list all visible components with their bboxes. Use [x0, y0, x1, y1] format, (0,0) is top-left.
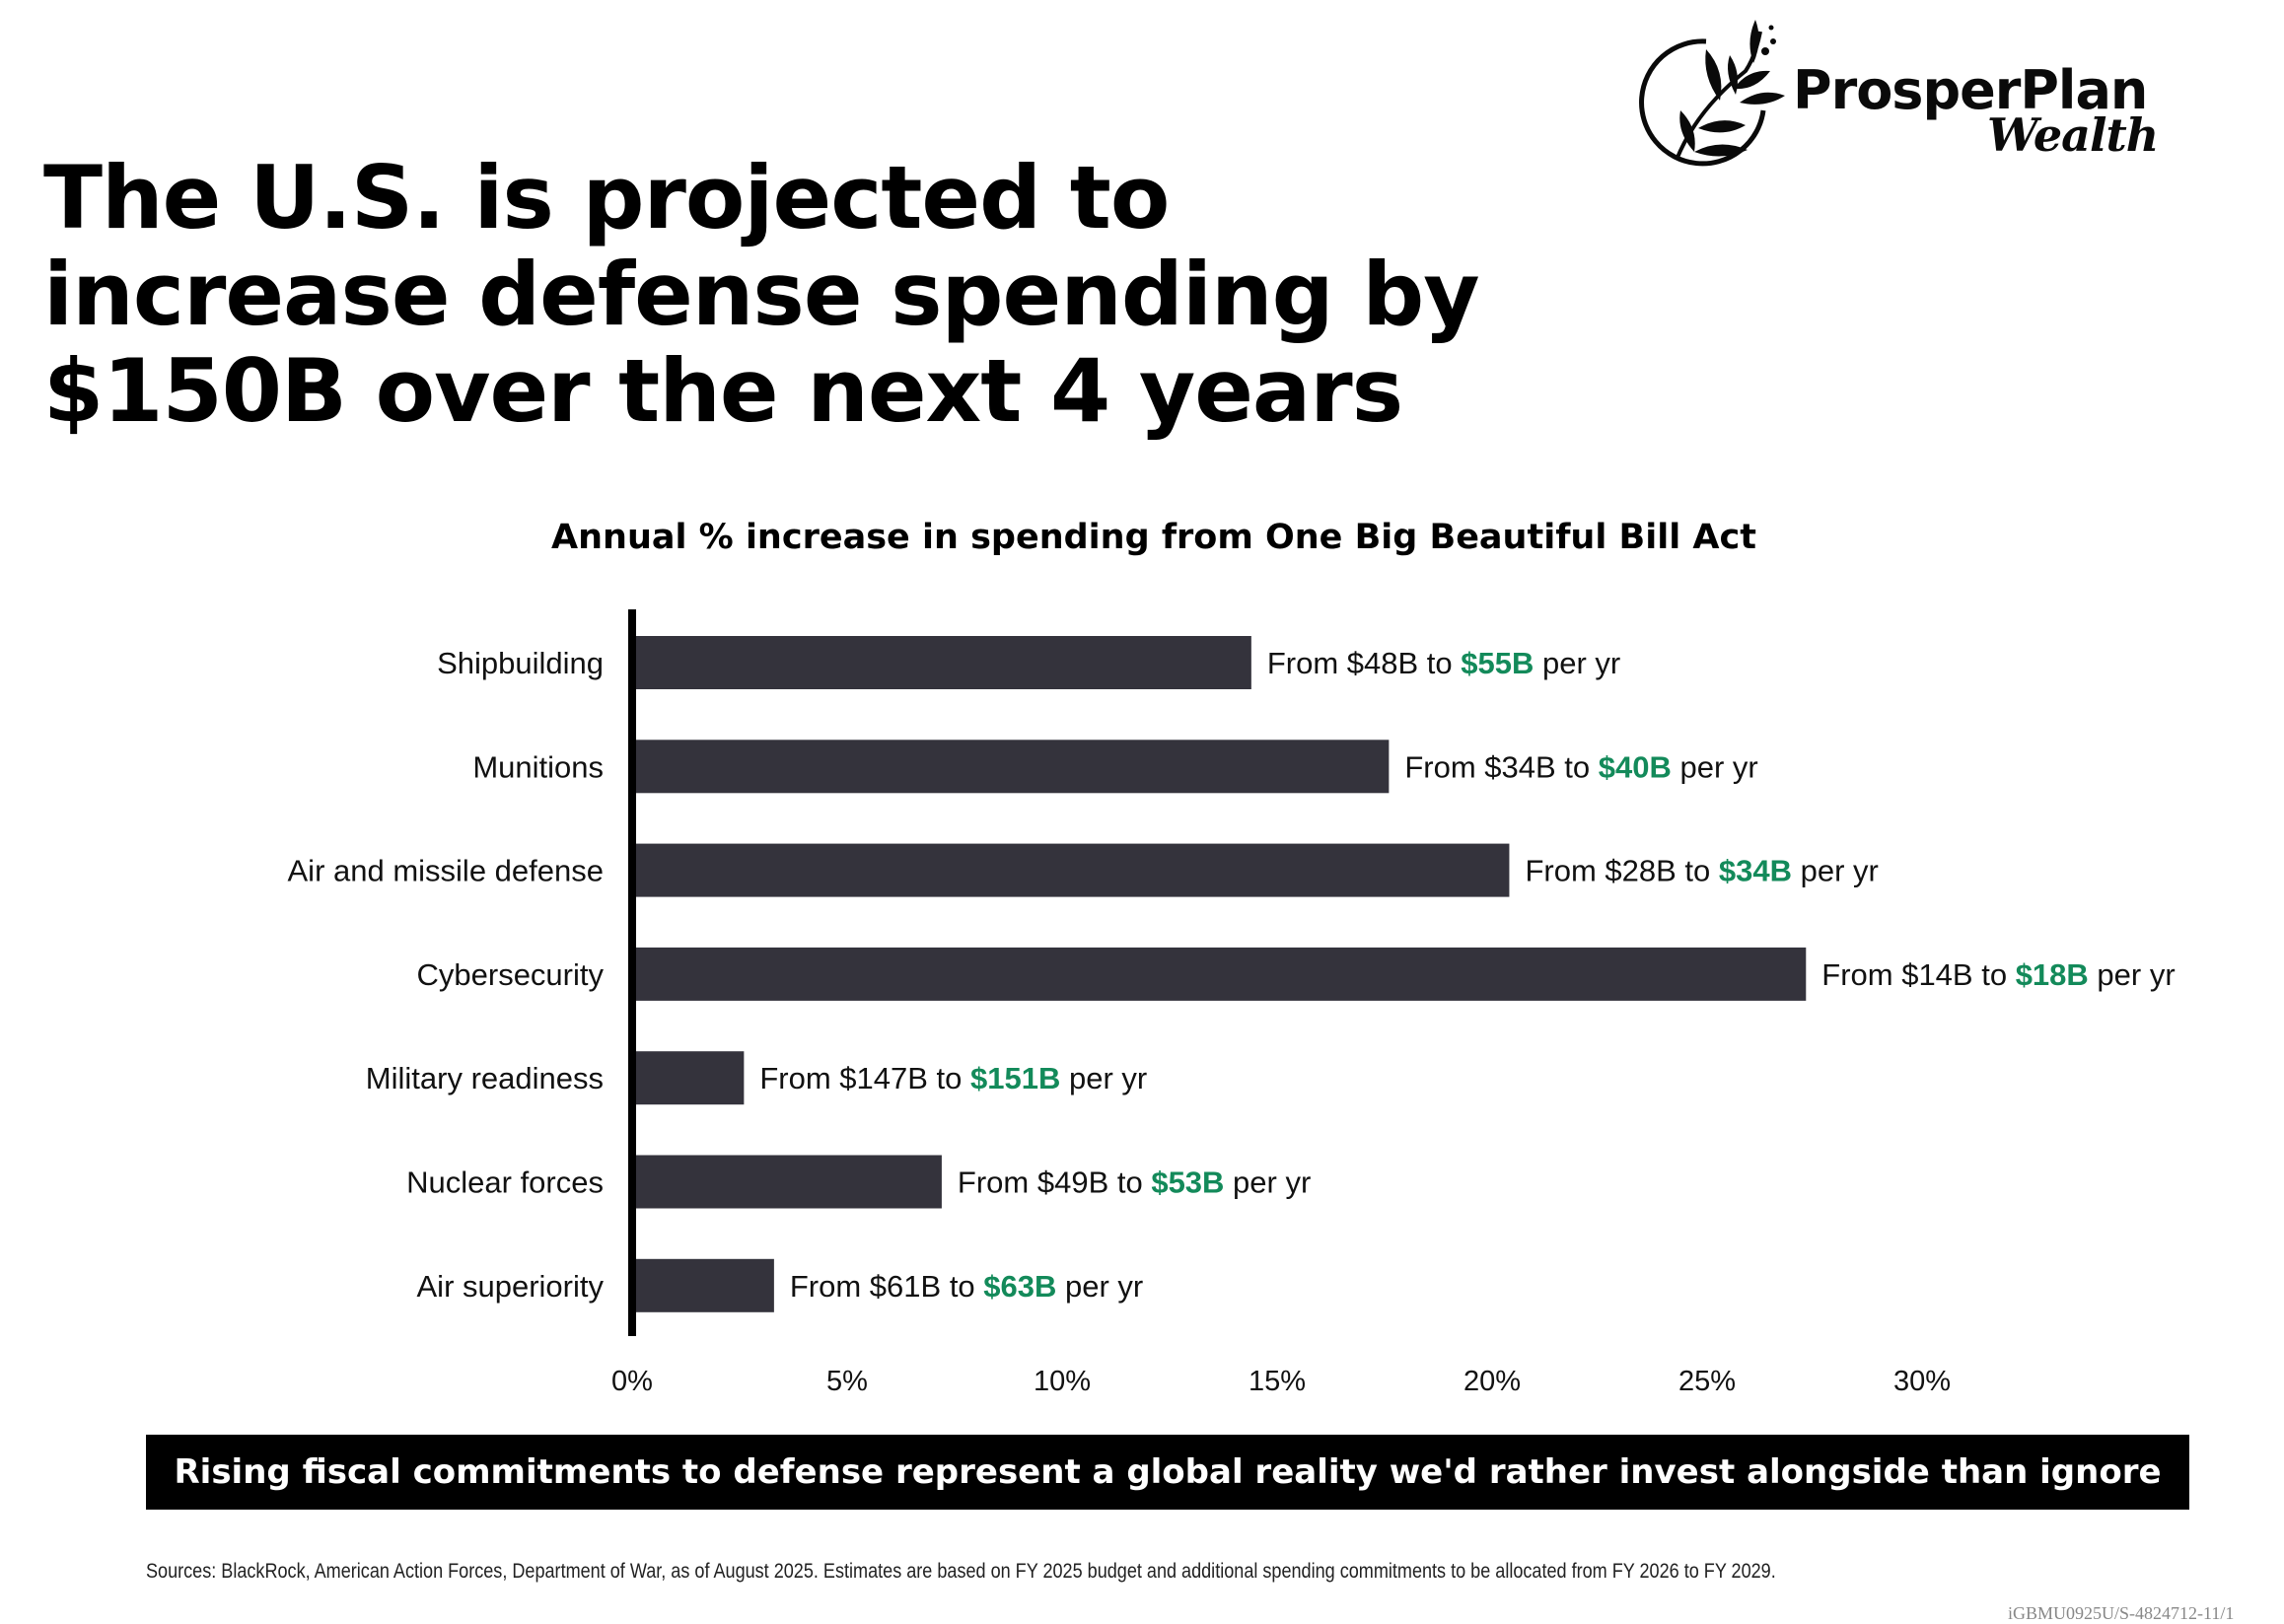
annotation-suffix: per yr	[2089, 957, 2176, 992]
logo-subtitle: Wealth	[1987, 108, 2159, 162]
annotation-suffix: per yr	[1056, 1269, 1143, 1304]
annotation-prefix: From $49B to	[958, 1165, 1151, 1200]
x-tick-label: 20%	[1463, 1366, 1521, 1397]
x-tick-label: 0%	[611, 1366, 653, 1397]
takeaway-banner: Rising fiscal commitments to defense rep…	[146, 1435, 2189, 1510]
sources-footnote: Sources: BlackRock, American Action Forc…	[146, 1560, 1776, 1583]
annotation-prefix: From $48B to	[1267, 646, 1461, 680]
bar-annotation: From $147B to $151B per yr	[759, 1061, 1147, 1095]
annotation-prefix: From $28B to	[1525, 854, 1718, 888]
bar-annotation: From $14B to $18B per yr	[1821, 957, 2175, 992]
annotation-highlight: $55B	[1461, 646, 1534, 680]
annotation-highlight: $18B	[2016, 957, 2089, 992]
x-tick-label: 5%	[826, 1366, 868, 1397]
bar-annotation: From $49B to $53B per yr	[958, 1165, 1311, 1200]
bar	[635, 1051, 745, 1105]
category-label: Air superiority	[417, 1269, 605, 1304]
bar	[635, 843, 1510, 897]
category-label: Military readiness	[366, 1061, 604, 1095]
x-tick-label: 15%	[1249, 1366, 1306, 1397]
annotation-prefix: From $14B to	[1821, 957, 2015, 992]
annotation-suffix: per yr	[1534, 646, 1620, 680]
headline-line: $150B over the next 4 years	[43, 340, 1403, 442]
logo: ProsperPlan Wealth	[1637, 12, 2159, 170]
x-tick-label: 10%	[1034, 1366, 1091, 1397]
annotation-highlight: $40B	[1599, 749, 1672, 784]
bar-chart: Shipbuilding From $48B to $55B per yr Muni…	[288, 609, 2176, 1397]
category-label: Munitions	[472, 749, 604, 784]
page-headline: The U.S. is projected to increase defens…	[43, 150, 1523, 440]
category-label: Air and missile defense	[288, 854, 605, 888]
annotation-suffix: per yr	[1672, 749, 1758, 784]
headline-line: The U.S. is projected to	[43, 147, 1170, 248]
category-label: Nuclear forces	[406, 1165, 604, 1200]
x-tick-label: 25%	[1678, 1366, 1736, 1397]
annotation-prefix: From $61B to	[790, 1269, 983, 1304]
bar	[635, 1155, 942, 1209]
banner-text: Rising fiscal commitments to defense rep…	[174, 1452, 2162, 1492]
olive-branch-circle-icon	[1639, 20, 1785, 167]
bar	[635, 947, 1807, 1001]
category-label: Cybersecurity	[417, 957, 605, 992]
category-label: Shipbuilding	[437, 646, 604, 680]
annotation-highlight: $151B	[970, 1061, 1060, 1095]
headline-line: increase defense spending by	[43, 244, 1480, 345]
annotation-prefix: From $147B to	[759, 1061, 970, 1095]
annotation-prefix: From $34B to	[1404, 749, 1598, 784]
annotation-suffix: per yr	[1060, 1061, 1147, 1095]
annotation-highlight: $53B	[1151, 1165, 1224, 1200]
bar-annotation: From $28B to $34B per yr	[1525, 854, 1878, 888]
bar	[635, 1258, 774, 1312]
logo-brand-name: ProsperPlan	[1793, 59, 2148, 121]
bar-annotation: From $61B to $63B per yr	[790, 1269, 1143, 1304]
annotation-suffix: per yr	[1224, 1165, 1311, 1200]
document-code: iGBMU0925U/S-4824712-11/1	[2008, 1603, 2235, 1623]
bar	[635, 740, 1390, 794]
bar-annotation: From $48B to $55B per yr	[1267, 646, 1620, 680]
bar-annotation: From $34B to $40B per yr	[1404, 749, 1757, 784]
chart-title: Annual % increase in spending from One B…	[551, 518, 1756, 557]
x-tick-label: 30%	[1893, 1366, 1951, 1397]
annotation-suffix: per yr	[1792, 854, 1879, 888]
bar	[635, 636, 1251, 689]
annotation-highlight: $63B	[983, 1269, 1056, 1304]
annotation-highlight: $34B	[1719, 854, 1792, 888]
